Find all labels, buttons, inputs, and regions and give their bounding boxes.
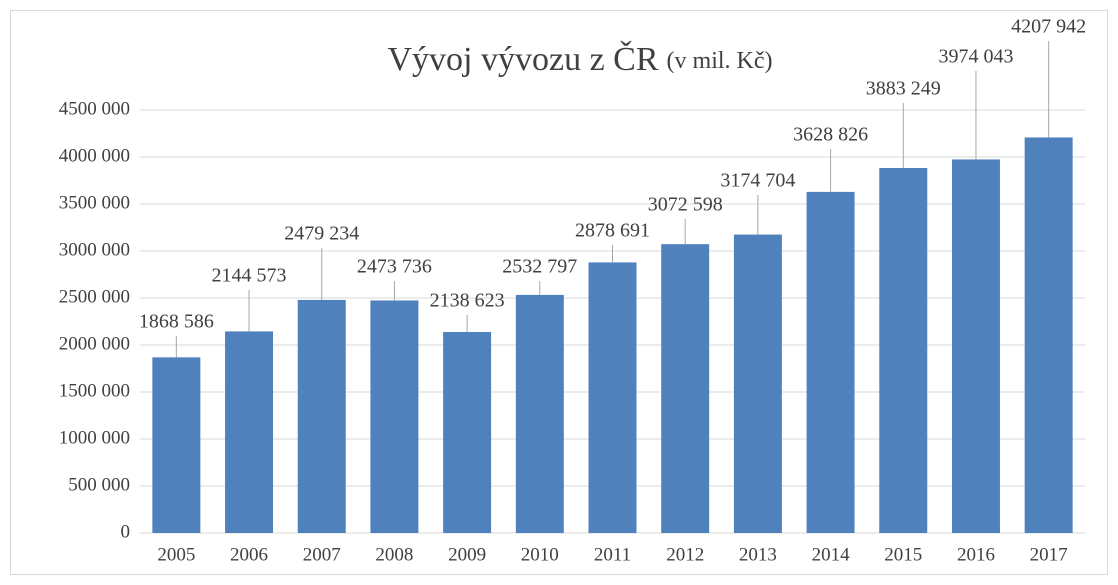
data-label: 2479 234 (284, 223, 359, 245)
y-tick-label: 1500 000 (59, 380, 130, 401)
data-label: 3628 826 (793, 124, 868, 146)
x-tick-label: 2013 (739, 544, 777, 565)
bar (152, 357, 201, 533)
data-label: 3072 598 (648, 194, 723, 216)
x-tick-label: 2007 (303, 544, 341, 565)
data-label: 2532 797 (502, 256, 577, 278)
x-tick-label: 2005 (157, 544, 195, 565)
bar (661, 244, 710, 533)
x-tick-label: 2006 (230, 544, 268, 565)
y-tick-label: 3000 000 (59, 239, 130, 260)
y-tick-label: 500 000 (68, 474, 130, 495)
x-tick-label: 2016 (957, 544, 995, 565)
x-tick-label: 2014 (812, 544, 851, 565)
chart-title-group: Vývoj vývozu z ČR (v mil. Kč) (387, 40, 772, 78)
bar (225, 331, 274, 533)
data-label: 3974 043 (938, 46, 1013, 68)
bar (879, 167, 928, 533)
bar (1024, 137, 1073, 534)
x-tick-label: 2008 (375, 544, 413, 565)
bar (515, 294, 564, 533)
data-label: 2144 573 (212, 265, 287, 287)
y-tick-label: 4000 000 (59, 145, 130, 166)
x-tick-label: 2009 (448, 544, 486, 565)
y-tick-label: 1000 000 (59, 427, 130, 448)
bar (733, 234, 782, 533)
data-label: 2473 736 (357, 256, 432, 278)
x-tick-label: 2012 (666, 544, 704, 565)
bar (370, 300, 419, 533)
data-label: 2138 623 (430, 290, 505, 312)
y-tick-label: 2500 000 (59, 286, 130, 307)
y-tick-label: 0 (121, 521, 131, 542)
bar (588, 262, 637, 533)
data-label: 4207 942 (1011, 16, 1086, 38)
x-tick-label: 2017 (1030, 544, 1068, 565)
chart-title: Vývoj vývozu z ČR (387, 40, 658, 78)
y-tick-label: 3500 000 (59, 192, 130, 213)
bar (951, 159, 1000, 534)
y-tick-label: 4500 000 (59, 98, 130, 119)
bar (443, 331, 492, 533)
data-label: 3883 249 (866, 78, 941, 100)
bar (806, 191, 855, 533)
chart-subtitle: (v mil. Kč) (667, 48, 773, 74)
data-label: 1868 586 (139, 311, 214, 333)
data-label: 2878 691 (575, 220, 650, 242)
x-tick-label: 2015 (884, 544, 922, 565)
data-label: 3174 704 (720, 170, 795, 192)
x-tick-label: 2011 (594, 544, 631, 565)
x-tick-label: 2010 (521, 544, 559, 565)
bar (297, 299, 346, 533)
y-tick-label: 2000 000 (59, 333, 130, 354)
